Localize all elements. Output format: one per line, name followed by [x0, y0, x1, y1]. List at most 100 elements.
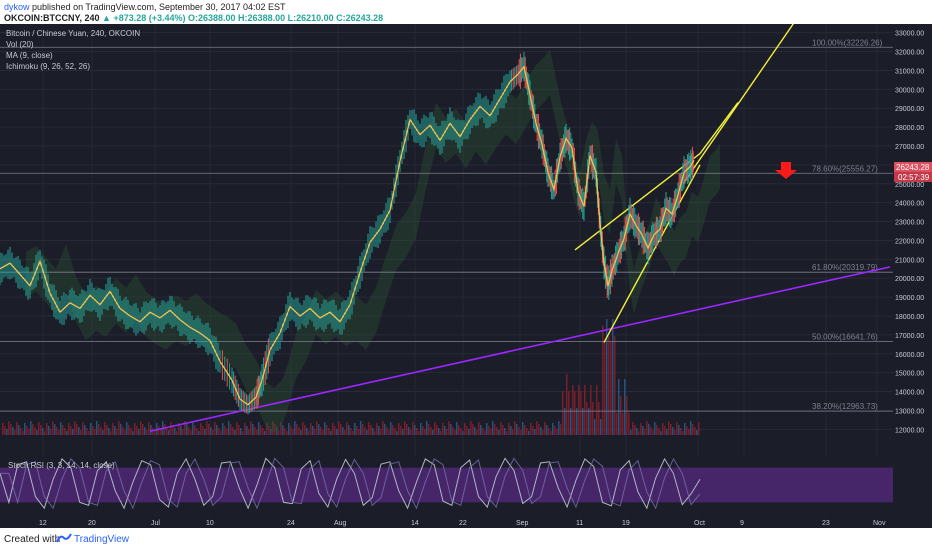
volume-bar	[486, 423, 488, 435]
volume-bar	[582, 408, 584, 435]
volume-bar	[642, 426, 644, 435]
volume-bar	[500, 422, 502, 435]
volume-bar	[618, 379, 620, 435]
ohlc-values: O:26388.00 H:26388.00 L:26210.00 C:26243…	[188, 13, 384, 23]
volume-bar	[274, 424, 276, 435]
volume-bar	[64, 428, 66, 435]
volume-bar	[608, 336, 610, 435]
volume-bar	[630, 430, 632, 435]
volume-bar	[692, 424, 694, 435]
volume-bar	[316, 421, 318, 435]
volume-bar	[118, 421, 120, 435]
volume-bar	[166, 427, 168, 435]
volume-bar	[334, 426, 336, 435]
volume-bar	[358, 429, 360, 435]
price-chart[interactable]: 100.00%(32226.26) 78.60%(25556.27) 61.80%(…	[0, 20, 932, 528]
volume-bar	[396, 431, 398, 435]
stoch-k-line	[0, 457, 701, 510]
volume-bar	[228, 421, 230, 435]
volume-bar	[256, 430, 258, 435]
volume-bar	[550, 431, 552, 435]
price-axis: 33000.00 32000.00 31000.00 30000.00 29000.00…	[893, 24, 932, 516]
volume-bar	[694, 427, 696, 435]
volume-bar	[386, 427, 388, 435]
volume-bar	[610, 342, 612, 435]
volume-bar	[54, 424, 56, 435]
volume-bar	[548, 428, 550, 435]
volume-bar	[320, 427, 322, 435]
volume-bar	[356, 426, 358, 435]
volume-bar	[96, 421, 98, 435]
volume-bar	[508, 423, 510, 435]
volume-bar	[684, 423, 686, 435]
y-tick-label: 25000.00	[895, 182, 924, 189]
volume-bar	[482, 428, 484, 435]
volume-bar	[338, 421, 340, 435]
volume-bar	[602, 325, 604, 435]
volume-bar	[532, 426, 534, 435]
volume-bar	[70, 426, 72, 435]
volume-bar	[352, 431, 354, 435]
volume-bar	[374, 431, 376, 435]
volume-bar	[528, 431, 530, 435]
volume-bar	[504, 428, 506, 435]
volume-bar	[210, 427, 212, 435]
volume-bar	[242, 431, 244, 435]
volume-bar	[112, 423, 114, 435]
volume-bar	[640, 423, 642, 435]
volume-bar	[232, 427, 234, 435]
volume-bar	[614, 336, 616, 435]
volume-bar	[324, 422, 326, 435]
volume-bar	[478, 422, 480, 435]
created-with-text: Created with	[4, 534, 61, 545]
x-tick-label: Sep	[516, 520, 529, 527]
stoch-rsi-label: Stoch RSI (3, 3, 14, 14, close)	[8, 461, 115, 470]
volume-bar	[200, 423, 202, 435]
volume-bar	[510, 426, 512, 435]
volume-bar	[586, 402, 588, 435]
volume-bar	[644, 429, 646, 435]
volume-bar	[28, 429, 30, 435]
volume-bar	[172, 425, 174, 435]
volume-bar	[408, 427, 410, 435]
volume-bar	[190, 430, 192, 435]
volume-bar	[670, 424, 672, 435]
y-tick-label: 16000.00	[895, 352, 924, 359]
header: dykow published on TradingView.com, Sept…	[0, 0, 932, 24]
volume-bar	[66, 431, 68, 435]
volume-bar	[474, 427, 476, 435]
y-tick-label: 22000.00	[895, 238, 924, 245]
volume-bar	[250, 421, 252, 435]
volume-bar	[384, 424, 386, 435]
x-tick-label: 19	[622, 520, 630, 527]
y-tick-label: 24000.00	[895, 201, 924, 208]
x-tick-label: 14	[411, 520, 419, 527]
volume-bar	[126, 422, 128, 435]
volume-bar	[116, 429, 118, 435]
author-link[interactable]: dykow	[4, 2, 30, 12]
volume-bar	[258, 422, 260, 435]
volume-bar	[328, 428, 330, 435]
volume-bar	[6, 429, 8, 435]
symbol-line: OKCOIN:BTCCNY, 240 ▲ +873.28 (+3.44%) O:…	[4, 13, 383, 23]
volume-bar	[146, 430, 148, 435]
volume-bar	[594, 419, 596, 435]
volume-bar	[566, 374, 568, 435]
chart-canvas[interactable]: 100.00%(32226.26) 78.60%(25556.27) 61.80%(…	[0, 20, 932, 528]
countdown-label: 02:57:39	[898, 173, 930, 182]
volume-bar	[588, 408, 590, 435]
volume-bar	[476, 430, 478, 435]
volume-bar	[672, 427, 674, 435]
volume-bar	[290, 426, 292, 435]
price-change: ▲ +873.28 (+3.44%)	[102, 13, 186, 23]
volume-bar	[434, 422, 436, 435]
volume-bar	[312, 426, 314, 435]
volume-bar	[72, 429, 74, 435]
volume-bar	[280, 422, 282, 435]
tradingview-brand-link[interactable]: TradingView	[74, 534, 130, 545]
volume-bar	[632, 422, 634, 435]
volume-bar	[416, 428, 418, 435]
volume-bar	[168, 430, 170, 435]
y-tick-label: 27000.00	[895, 144, 924, 151]
